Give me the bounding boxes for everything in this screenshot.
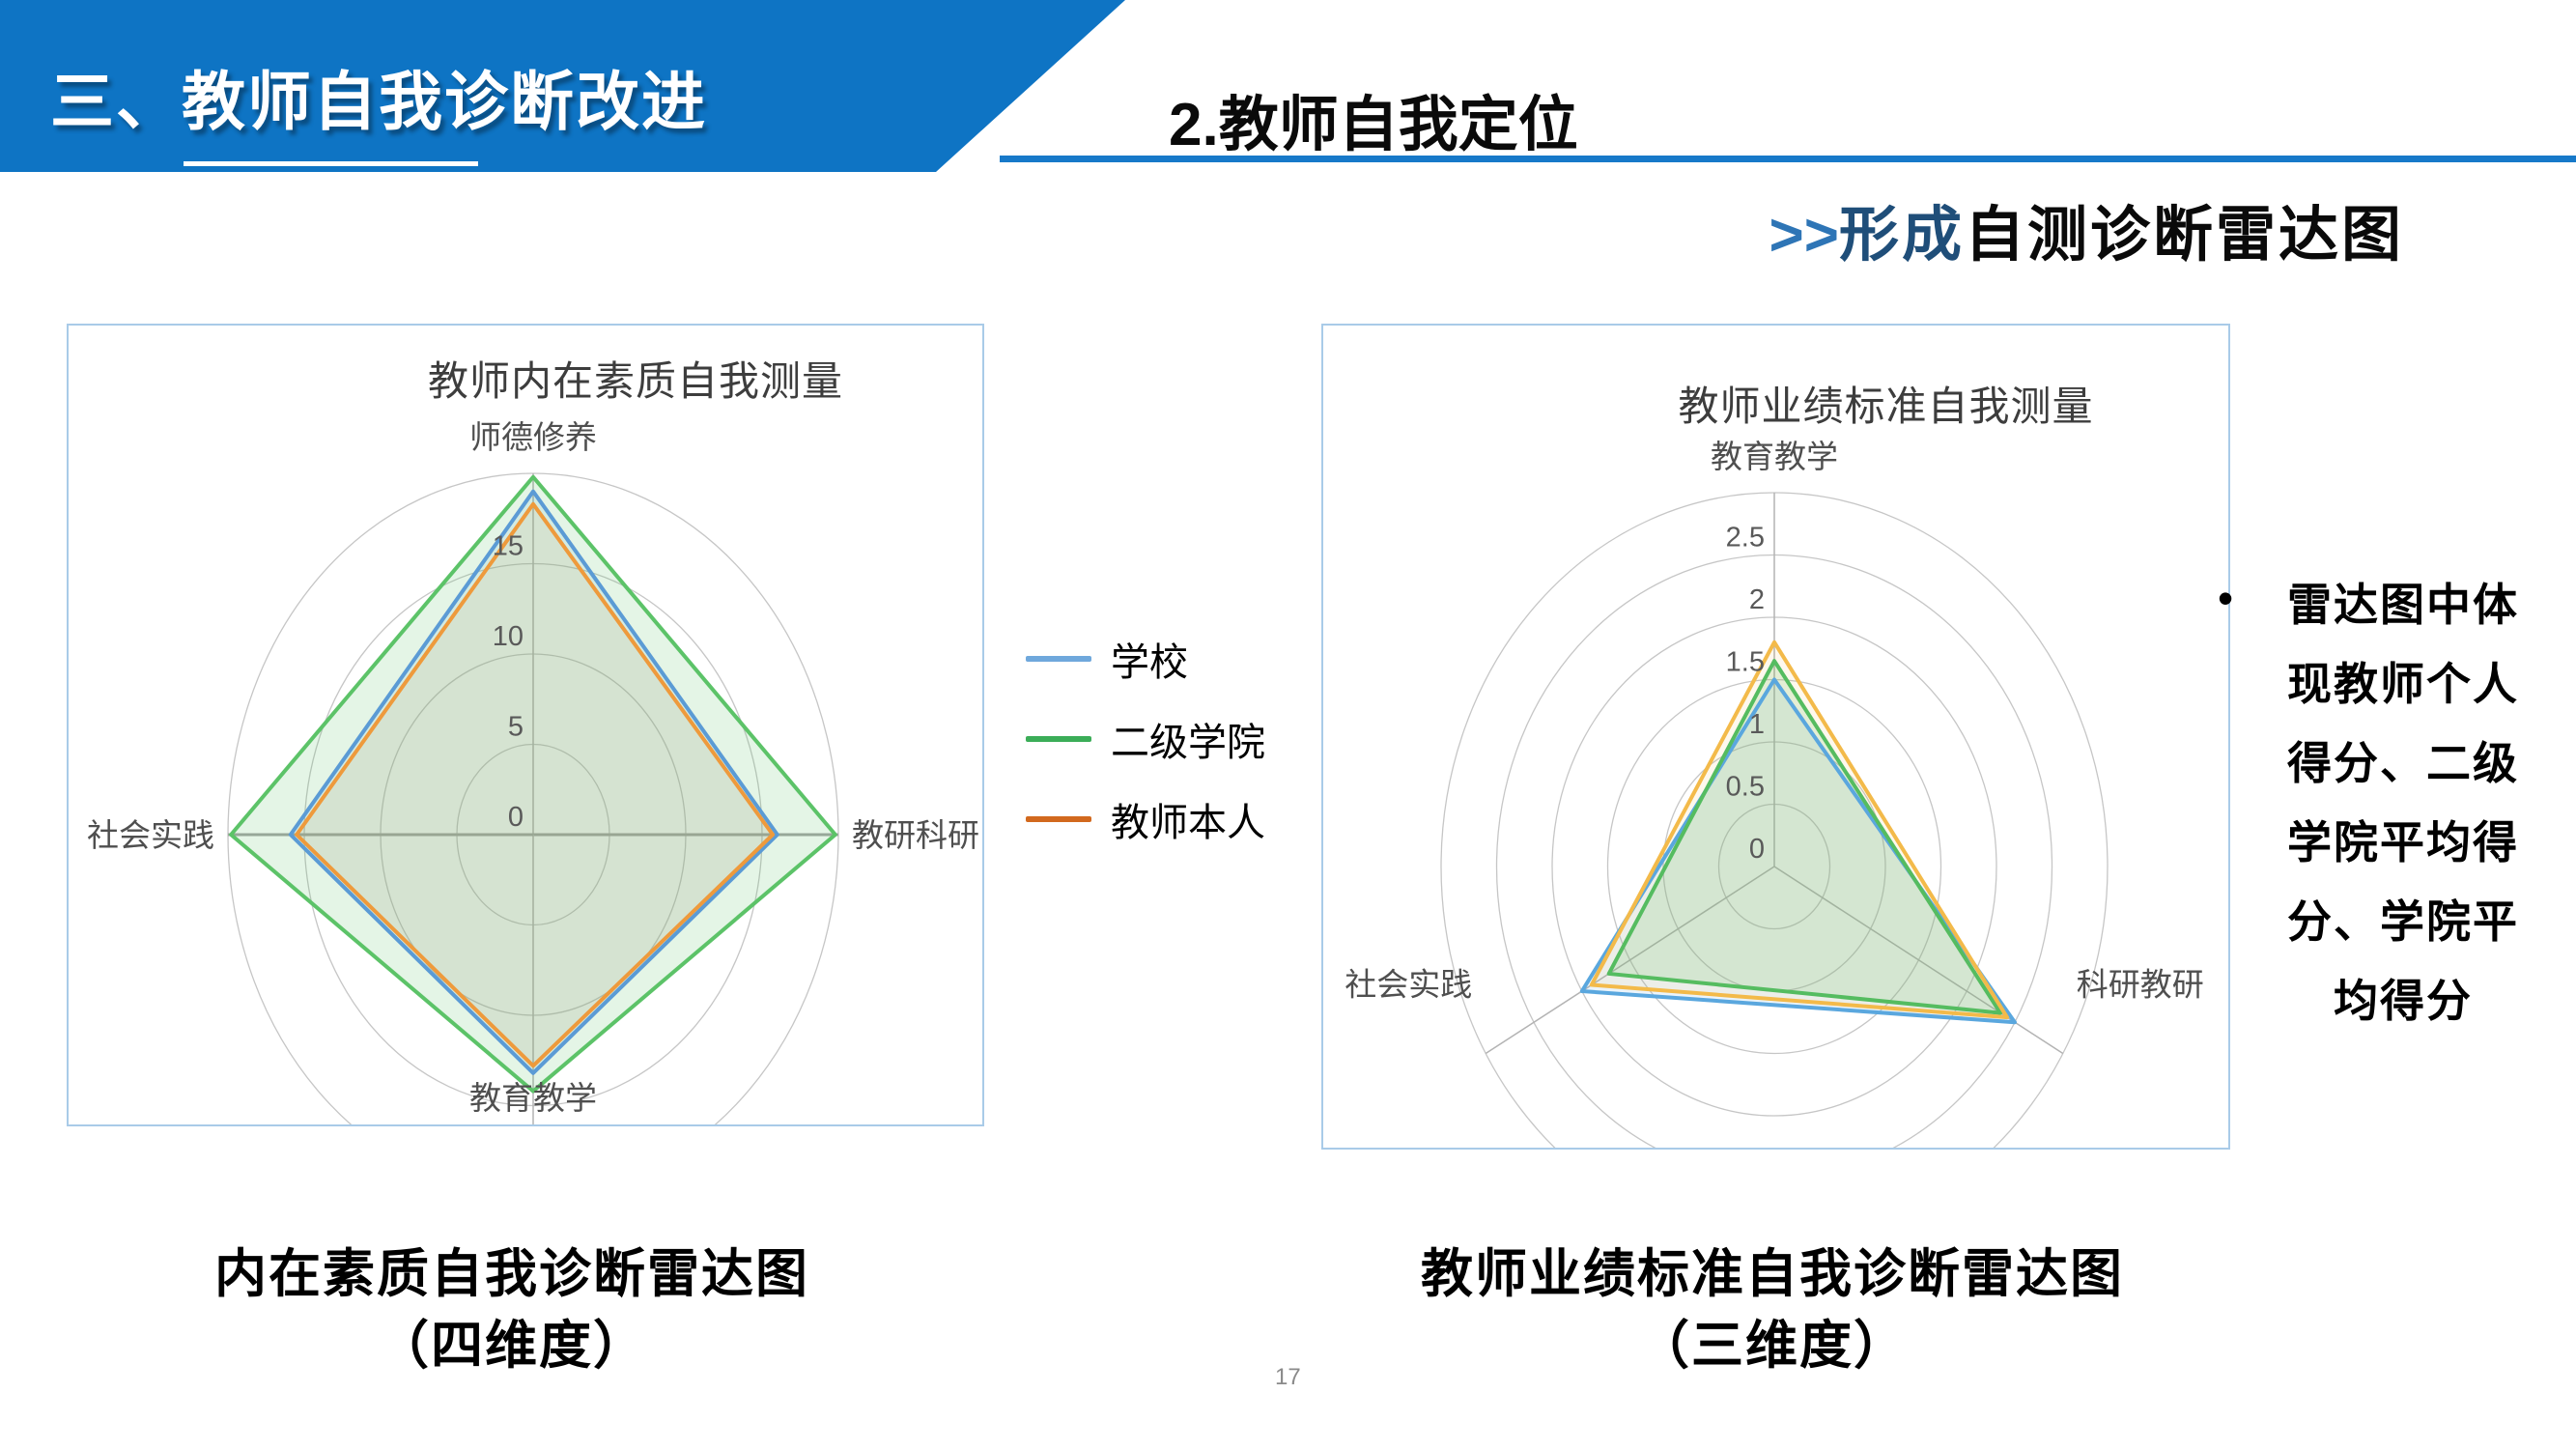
legend-item-school: 学校 <box>1026 618 1265 698</box>
series-fill-教师本人 <box>297 503 774 1066</box>
axis-label: 教研科研 <box>852 817 979 853</box>
chart-title-right: 教师业绩标准自我测量 <box>1678 384 2094 429</box>
legend-label: 二级学院 <box>1111 721 1265 764</box>
tick-label: 15 <box>493 531 524 562</box>
series-fill-学校 <box>1581 679 2015 1023</box>
tick-label: 2 <box>1749 584 1765 615</box>
legend-label: 教师本人 <box>1111 801 1265 844</box>
axis-label: 教育教学 <box>469 1080 597 1116</box>
header-rule <box>1000 156 2576 162</box>
headline-highlight: 形成 <box>1838 202 1965 269</box>
headline: >>形成自测诊断雷达图 <box>1769 185 2404 272</box>
header-banner <box>0 0 1125 172</box>
double-chevron-icon: >> <box>1769 202 1839 269</box>
performance-radar-box: 0 0.5 1 1.5 2 2.5 教育教学科研教研 社会实践 教师业绩标准自我测量 <box>1321 324 2230 1150</box>
legend-item-teacher: 教师本人 <box>1026 779 1265 859</box>
legend-line-college-icon <box>1026 735 1091 742</box>
axis-spoke <box>1485 866 1775 1055</box>
series-fill-二级学院 <box>231 476 835 1092</box>
series-line-教师本人 <box>295 501 776 1068</box>
legend-item-college: 二级学院 <box>1026 698 1265 779</box>
caption-right-line1: 教师业绩标准自我诊断雷达图 <box>1421 1245 2124 1303</box>
legend-label: 学校 <box>1111 640 1188 684</box>
legend-line-school-icon <box>1026 655 1091 662</box>
axis-label: 科研教研 <box>2077 967 2204 1003</box>
axis-label: 教育教学 <box>1711 439 1838 474</box>
tick-label: 5 <box>508 712 524 743</box>
banner-title: 三、教师自我诊断改进 <box>50 66 707 137</box>
axis-label: 社会实践 <box>1345 967 1472 1003</box>
bullet-icon: • <box>2218 573 2234 623</box>
axis-label: 社会实践 <box>87 817 214 853</box>
chart-title-left: 教师内在素质自我测量 <box>427 358 843 404</box>
series-fill-二级学院 <box>1608 661 2001 1013</box>
series-line-二级学院 <box>1606 659 2003 1015</box>
series-fill-教师本人 <box>1591 641 2008 1018</box>
banner-notch <box>184 161 478 166</box>
section-title: 2.教师自我定位 <box>1169 92 1578 158</box>
tick-label: 10 <box>493 621 524 652</box>
tick-label: 1.5 <box>1726 647 1765 678</box>
tick-label: 0.5 <box>1726 772 1765 803</box>
caption-left: 内在素质自我诊断雷达图 （四维度） <box>126 1238 898 1381</box>
caption-left-line2: （四维度） <box>377 1317 647 1375</box>
series-line-教师本人 <box>1589 640 2010 1020</box>
legend: 学校 二级学院 教师本人 <box>1026 618 1265 859</box>
tick-label: 0 <box>508 802 524 833</box>
series-line-学校 <box>288 489 779 1075</box>
legend-line-teacher-icon <box>1026 815 1091 822</box>
side-note: 雷达图中体现教师个人得分、二级学院平均得分、学院平均得分 <box>2287 580 2519 1026</box>
tick-label: 1 <box>1749 709 1765 740</box>
axis-label: 师德修养 <box>469 419 597 455</box>
tick-label: 0 <box>1749 834 1765 865</box>
page-number: 17 <box>1275 1364 1301 1390</box>
series-fill-学校 <box>290 491 778 1073</box>
caption-right-line2: （三维度） <box>1637 1317 1908 1375</box>
inner-quality-radar-box: 0 5 10 15 师德修养教研科研教育教学 社会实践 教师内在素质自我测量 <box>67 324 984 1126</box>
headline-rest: 自测诊断雷达图 <box>1964 202 2404 269</box>
caption-right: 教师业绩标准自我诊断雷达图 （三维度） <box>1338 1238 2207 1381</box>
caption-left-line1: 内在素质自我诊断雷达图 <box>214 1245 809 1303</box>
tick-label: 2.5 <box>1726 523 1765 554</box>
series-line-二级学院 <box>229 474 837 1094</box>
